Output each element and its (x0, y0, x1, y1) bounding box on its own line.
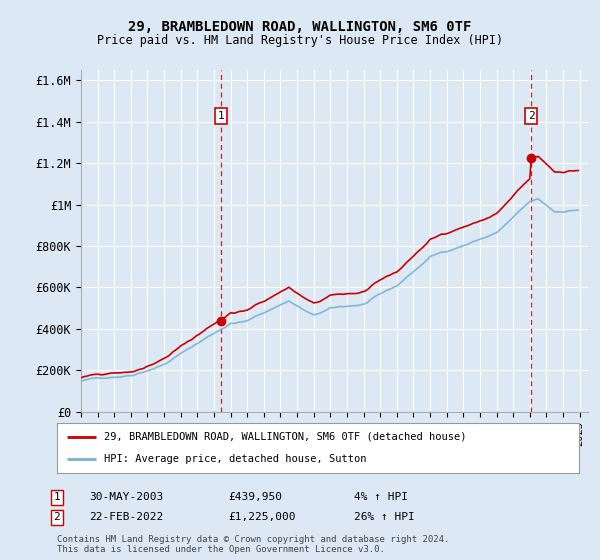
Text: 29, BRAMBLEDOWN ROAD, WALLINGTON, SM6 0TF: 29, BRAMBLEDOWN ROAD, WALLINGTON, SM6 0T… (128, 20, 472, 34)
Text: 29, BRAMBLEDOWN ROAD, WALLINGTON, SM6 0TF (detached house): 29, BRAMBLEDOWN ROAD, WALLINGTON, SM6 0T… (104, 432, 466, 442)
Text: 2: 2 (528, 111, 535, 121)
Text: Price paid vs. HM Land Registry's House Price Index (HPI): Price paid vs. HM Land Registry's House … (97, 34, 503, 46)
Text: 26% ↑ HPI: 26% ↑ HPI (354, 512, 415, 522)
Text: 1: 1 (53, 492, 61, 502)
Text: 22-FEB-2022: 22-FEB-2022 (89, 512, 163, 522)
Text: 30-MAY-2003: 30-MAY-2003 (89, 492, 163, 502)
Text: Contains HM Land Registry data © Crown copyright and database right 2024.
This d: Contains HM Land Registry data © Crown c… (57, 535, 449, 554)
Text: HPI: Average price, detached house, Sutton: HPI: Average price, detached house, Sutt… (104, 454, 367, 464)
Text: £439,950: £439,950 (228, 492, 282, 502)
Text: 2: 2 (53, 512, 61, 522)
Text: 4% ↑ HPI: 4% ↑ HPI (354, 492, 408, 502)
Text: £1,225,000: £1,225,000 (228, 512, 296, 522)
Text: 1: 1 (218, 111, 224, 121)
